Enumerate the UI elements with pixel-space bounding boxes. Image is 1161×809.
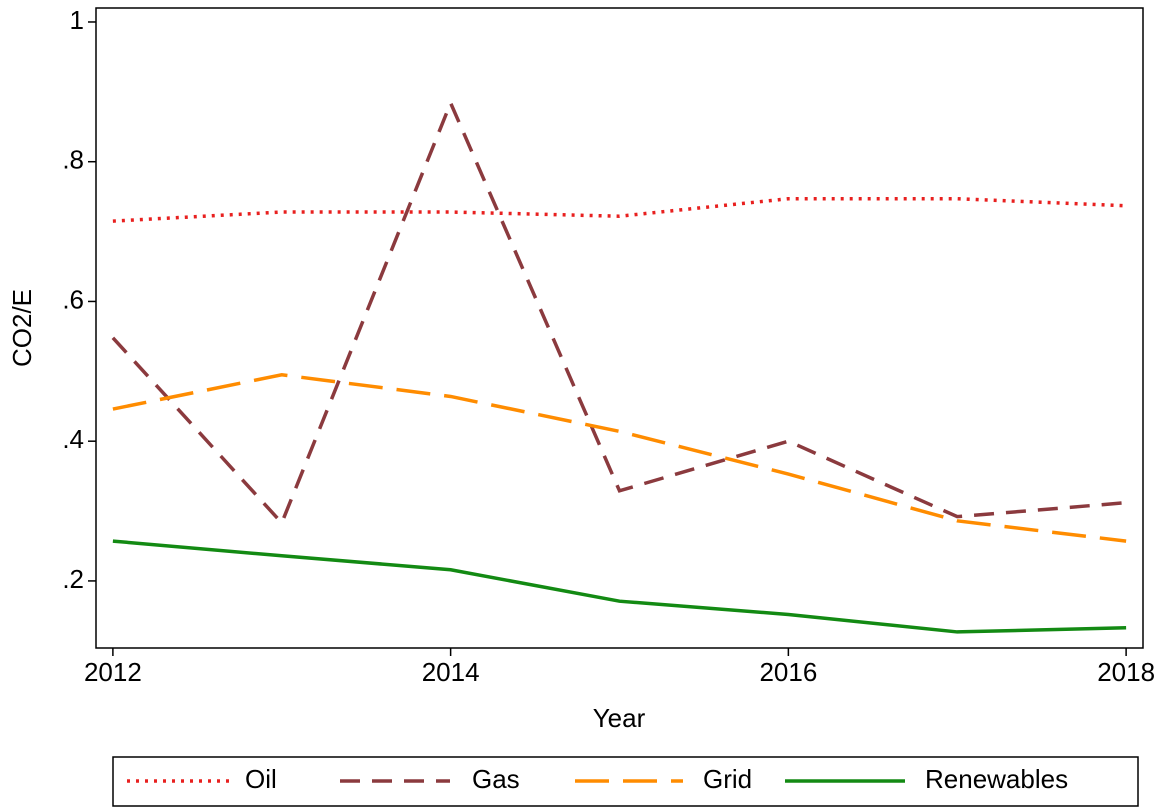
plot-frame bbox=[95, 7, 1144, 649]
y-tick-label: .8 bbox=[62, 145, 84, 175]
x-tick-label: 2018 bbox=[1097, 657, 1155, 687]
y-tick-label: .2 bbox=[62, 564, 84, 594]
x-tick-label: 2014 bbox=[422, 657, 480, 687]
x-tick-label: 2012 bbox=[84, 657, 142, 687]
y-axis-title: CO2/E bbox=[7, 289, 37, 367]
y-tick-label: .4 bbox=[62, 424, 84, 454]
series-line bbox=[112, 539, 1127, 634]
legend-label: Oil bbox=[245, 764, 277, 794]
x-axis-title: Year bbox=[593, 703, 646, 733]
y-tick-label: .6 bbox=[62, 284, 84, 314]
series-line bbox=[112, 373, 1127, 543]
y-tick-label: 1 bbox=[70, 5, 84, 35]
legend-label: Gas bbox=[472, 764, 520, 794]
series-line bbox=[111, 98, 1127, 527]
legend-label: Renewables bbox=[925, 764, 1068, 794]
legend-label: Grid bbox=[703, 764, 752, 794]
series-line bbox=[112, 196, 1127, 223]
x-tick-label: 2016 bbox=[759, 657, 817, 687]
